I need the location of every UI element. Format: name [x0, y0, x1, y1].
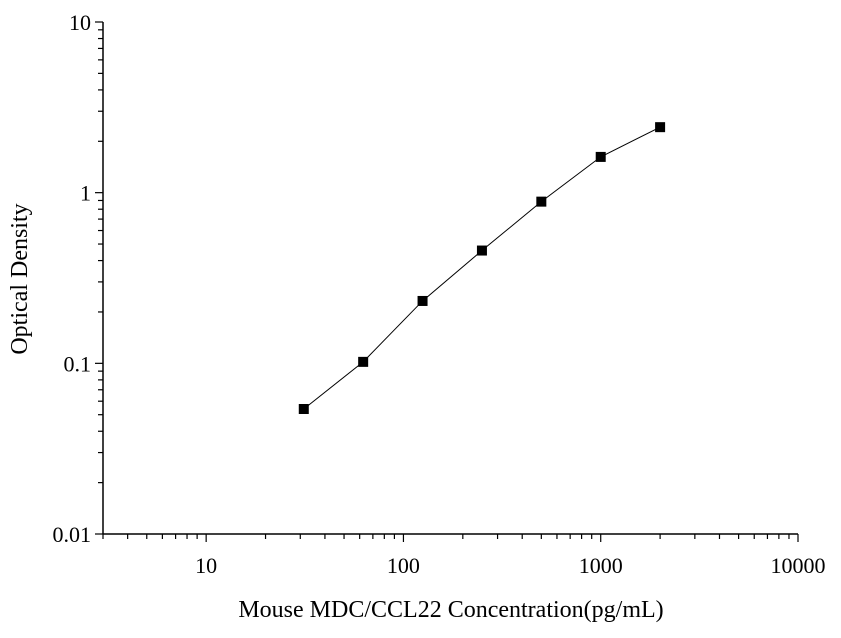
y-tick-label: 0.01 [53, 522, 92, 547]
fit-curve [303, 126, 661, 410]
y-tick-label: 1 [80, 181, 91, 206]
y-axis-ticks [95, 21, 103, 535]
axes [102, 22, 798, 535]
data-point [298, 404, 309, 415]
x-axis-title: Mouse MDC/CCL22 Concentration(pg/mL) [238, 597, 663, 623]
data-points [298, 122, 666, 415]
data-point [358, 356, 369, 367]
data-point [536, 196, 547, 207]
fit-line [303, 126, 661, 410]
y-axis-tick-labels: 0.01 0.1 1 10 [53, 10, 92, 547]
data-point [655, 122, 666, 133]
x-tick-label: 10 [195, 553, 217, 578]
data-point [595, 151, 606, 162]
data-point [476, 245, 487, 256]
x-axis-ticks [102, 534, 799, 542]
x-tick-label: 10000 [771, 553, 826, 578]
data-point [417, 295, 428, 306]
y-axis-title: Optical Density [7, 203, 33, 354]
x-tick-label: 1000 [579, 553, 623, 578]
y-tick-label: 0.1 [64, 351, 92, 376]
x-tick-label: 100 [387, 553, 420, 578]
y-tick-label: 10 [69, 10, 91, 35]
x-axis-tick-labels: 10 100 1000 10000 [195, 553, 825, 578]
